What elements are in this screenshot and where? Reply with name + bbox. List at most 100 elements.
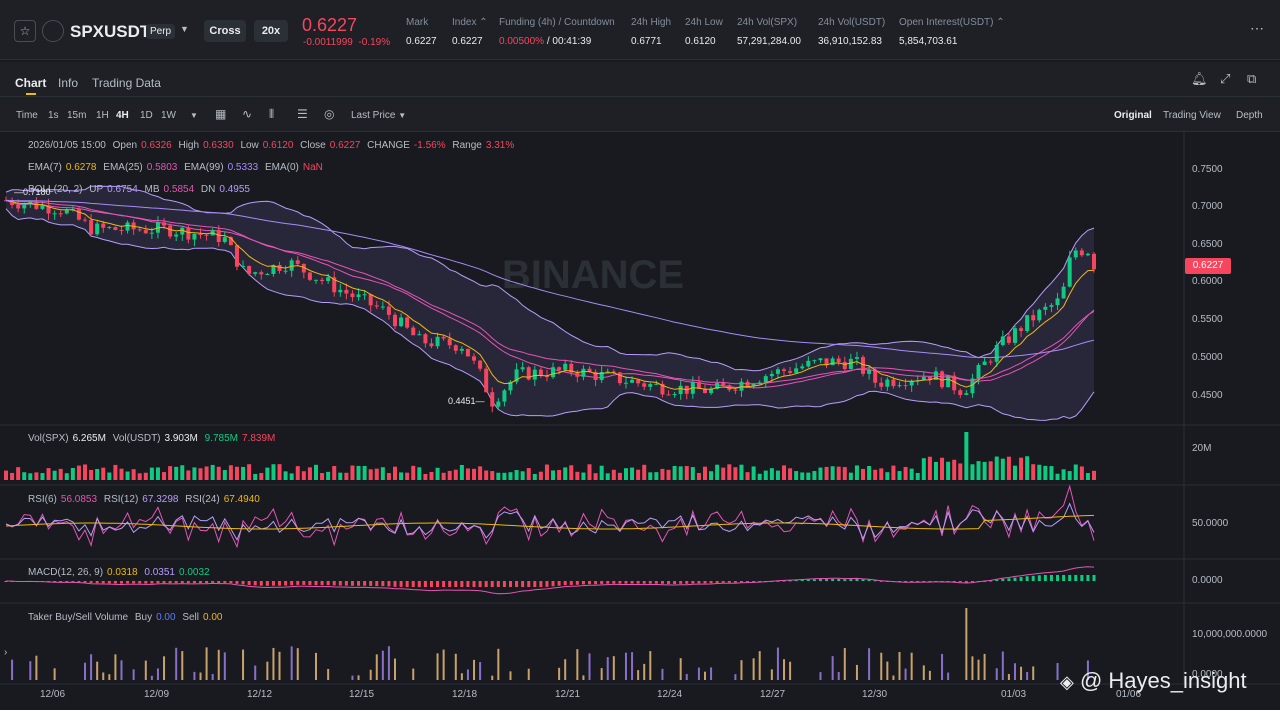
volume-bar bbox=[4, 470, 8, 480]
interval-15m[interactable]: 15m bbox=[67, 110, 87, 121]
macd-histogram-bar bbox=[132, 581, 136, 584]
volume-bar bbox=[885, 472, 890, 480]
volume-bar bbox=[28, 473, 33, 480]
taker-volume-bar bbox=[1007, 674, 1010, 680]
more-options-icon[interactable]: ⋯ bbox=[1250, 20, 1264, 36]
volume-bar bbox=[970, 464, 975, 480]
taker-volume-bar bbox=[466, 669, 469, 680]
interval-1s[interactable]: 1s bbox=[48, 110, 59, 121]
chart-tabs: Chart Info Trading Data 🔔︎ ⤢ ⧉ bbox=[0, 62, 1280, 96]
candle-body bbox=[356, 294, 361, 298]
macd-histogram-bar bbox=[843, 579, 847, 581]
volume-bar bbox=[994, 456, 999, 480]
macd-histogram-bar bbox=[752, 581, 756, 583]
taker-volume-bar bbox=[892, 675, 895, 680]
expand-icon[interactable]: ⤢ bbox=[1220, 71, 1231, 86]
price-chart-svg[interactable]: BINANCE bbox=[0, 132, 1280, 710]
macd-histogram-bar bbox=[831, 578, 835, 581]
interval-4h[interactable]: 4H bbox=[116, 110, 129, 121]
macd-histogram-bar bbox=[1043, 575, 1047, 581]
interval-dropdown-icon[interactable]: ▼ bbox=[190, 111, 198, 120]
collapse-arrow-icon[interactable]: › bbox=[4, 647, 8, 658]
macd-histogram-bar bbox=[1025, 576, 1029, 581]
macd-histogram-bar bbox=[1068, 575, 1072, 581]
macd-histogram-bar bbox=[381, 581, 385, 587]
candle-body bbox=[399, 317, 404, 327]
volume-bar bbox=[453, 469, 458, 480]
taker-volume-bar bbox=[381, 650, 384, 680]
interval-1h[interactable]: 1H bbox=[96, 110, 109, 121]
candle-body bbox=[940, 371, 945, 388]
candle-body bbox=[514, 369, 519, 382]
macd-histogram-bar bbox=[800, 579, 804, 581]
taker-volume-bar bbox=[163, 656, 166, 680]
macd-histogram-bar bbox=[515, 581, 519, 587]
interval-1w[interactable]: 1W bbox=[161, 110, 176, 121]
date-tick: 12/21 bbox=[555, 689, 581, 700]
taker-volume-bar bbox=[868, 648, 871, 680]
indicator-icon[interactable]: ∿ bbox=[242, 107, 253, 121]
macd-histogram-bar bbox=[1074, 575, 1078, 581]
tab-trading-data[interactable]: Trading Data bbox=[92, 76, 161, 90]
symbol-name[interactable]: SPXUSDT bbox=[70, 22, 151, 41]
compare-icon[interactable]: ⫴ bbox=[269, 107, 275, 121]
macd-histogram-bar bbox=[113, 581, 117, 584]
macd-histogram-bar bbox=[393, 581, 397, 587]
settings-list-icon[interactable]: ☰ bbox=[297, 107, 308, 121]
taker-volume-bar bbox=[53, 668, 56, 680]
candle-body bbox=[709, 388, 714, 394]
ticker-header: ☆ SPXUSDT Perp ▼ Cross 20x 0.6227 -0.001… bbox=[0, 0, 1280, 60]
interval-1d[interactable]: 1D bbox=[140, 110, 153, 121]
volume-bar bbox=[447, 470, 452, 480]
view-depth[interactable]: Depth bbox=[1236, 110, 1263, 121]
taker-volume-bar bbox=[582, 675, 585, 680]
price-tick: 0.5000 bbox=[1192, 352, 1223, 363]
macd-histogram-bar bbox=[363, 581, 367, 586]
candle-body bbox=[1031, 315, 1036, 321]
price-type-select[interactable]: Last Price ▼ bbox=[351, 110, 407, 121]
symbol-dropdown-icon[interactable]: ▼ bbox=[180, 24, 189, 34]
taker-volume-bar bbox=[156, 668, 159, 680]
candle-body bbox=[721, 382, 726, 386]
volume-bar bbox=[842, 467, 847, 480]
drawing-tools-icon[interactable]: ◎ bbox=[324, 107, 335, 121]
tab-chart[interactable]: Chart bbox=[15, 76, 47, 90]
leverage-button[interactable]: 20x bbox=[254, 20, 288, 42]
calendar-icon[interactable]: ▦ bbox=[215, 107, 227, 121]
macd-legend: MACD(12, 26, 9) 0.0318 0.0351 0.0032 bbox=[28, 567, 210, 578]
time-label[interactable]: Time bbox=[16, 110, 38, 121]
margin-mode-button[interactable]: Cross bbox=[204, 20, 246, 42]
volume-bar bbox=[1025, 456, 1030, 480]
alert-bell-icon[interactable]: 🔔︎ bbox=[1191, 71, 1208, 86]
candle-body bbox=[1079, 250, 1084, 256]
macd-histogram-bar bbox=[442, 581, 446, 587]
volume-bar bbox=[958, 463, 963, 480]
candle-body bbox=[897, 385, 902, 387]
macd-histogram-bar bbox=[186, 581, 190, 584]
candle-body bbox=[763, 376, 768, 383]
macd-histogram-bar bbox=[344, 581, 348, 586]
popout-icon[interactable]: ⧉ bbox=[1247, 71, 1257, 86]
macd-histogram-bar bbox=[581, 581, 585, 585]
tab-info[interactable]: Info bbox=[58, 76, 79, 90]
favorite-star-icon[interactable]: ☆ bbox=[14, 20, 36, 42]
boll-upper-line bbox=[5, 185, 1095, 372]
macd-histogram-bar bbox=[302, 581, 306, 585]
volume-bar bbox=[283, 471, 288, 480]
macd-histogram-bar bbox=[521, 581, 525, 587]
volume-bar bbox=[502, 472, 507, 480]
chart-area[interactable]: BINANCE 2026/01/05 15:00 Open 0.6326 High… bbox=[0, 132, 1280, 710]
view-trading-view[interactable]: Trading View bbox=[1163, 110, 1221, 121]
volume-bar bbox=[867, 466, 872, 480]
candle-body bbox=[788, 371, 793, 373]
volume-bar bbox=[478, 466, 483, 480]
taker-volume-bar bbox=[752, 658, 755, 680]
macd-histogram-bar bbox=[806, 579, 810, 581]
macd-histogram-bar bbox=[126, 581, 130, 584]
volume-bar bbox=[1006, 456, 1011, 480]
view-original[interactable]: Original bbox=[1114, 110, 1152, 121]
candle-body bbox=[605, 371, 610, 373]
candle-body bbox=[1061, 286, 1066, 299]
volume-bar bbox=[10, 472, 15, 480]
macd-histogram-bar bbox=[794, 580, 798, 582]
